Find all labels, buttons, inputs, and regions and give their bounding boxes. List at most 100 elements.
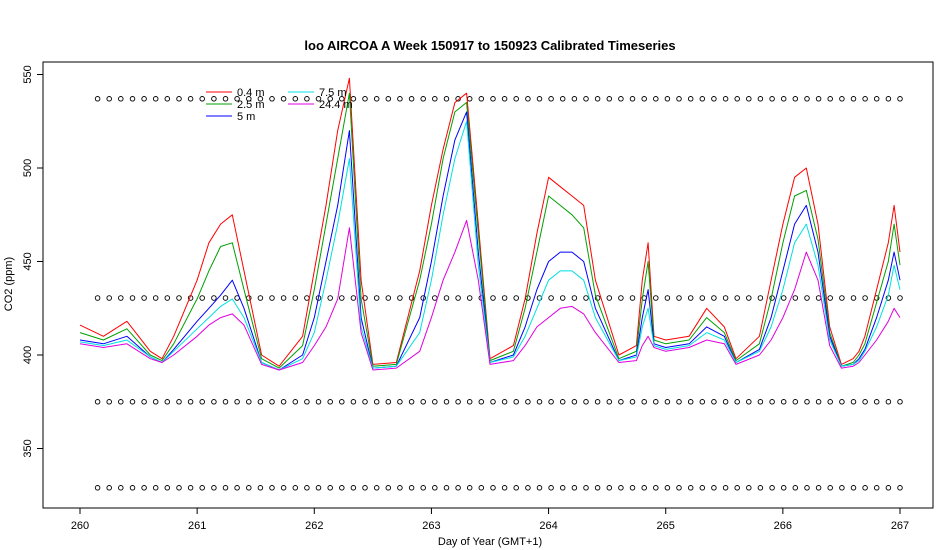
marker-point — [559, 295, 566, 301]
marker-point — [525, 399, 531, 405]
marker-point — [432, 485, 438, 491]
x-tick-label: 264 — [539, 520, 557, 532]
marker-point — [571, 399, 578, 405]
marker-point — [618, 295, 624, 301]
legend-label: 2.5 m — [237, 99, 265, 111]
marker-point — [850, 399, 857, 405]
marker-point — [548, 485, 554, 491]
series-line-5-m — [79, 111, 901, 371]
marker-point — [269, 399, 275, 405]
marker-point — [141, 485, 147, 491]
marker-point — [94, 96, 101, 102]
marker-point — [606, 96, 613, 102]
marker-point — [397, 485, 403, 491]
marker-point — [199, 96, 205, 102]
marker-point — [862, 485, 868, 491]
marker-point — [164, 295, 171, 301]
marker-point — [827, 96, 833, 102]
marker-point — [339, 96, 345, 102]
marker-point — [862, 399, 868, 405]
marker-point — [757, 399, 764, 405]
marker-point — [490, 96, 496, 102]
marker-point — [280, 96, 287, 102]
legend: 0.4 m2.5 m5 m 7.5 m24.4 m — [206, 87, 353, 123]
marker-point — [478, 399, 485, 405]
marker-point — [373, 399, 380, 405]
series-line-24-4-m — [79, 219, 901, 371]
marker-point — [152, 96, 159, 102]
marker-point — [641, 96, 647, 102]
marker-point — [466, 295, 473, 301]
marker-point — [885, 485, 892, 491]
marker-point — [792, 485, 799, 491]
marker-point — [513, 399, 519, 405]
marker-point — [408, 399, 415, 405]
marker-point — [176, 96, 182, 102]
series-line-0-4-m — [79, 77, 901, 367]
marker-point — [94, 295, 101, 301]
marker-point — [118, 485, 124, 491]
marker-point — [199, 295, 205, 301]
x-axis: 260 261 262 263 264 265 266 267 — [71, 507, 909, 532]
marker-point — [315, 485, 322, 491]
marker-point — [304, 96, 310, 102]
marker-point — [129, 96, 136, 102]
marker-point — [269, 295, 275, 301]
marker-point — [350, 295, 357, 301]
marker-point — [164, 485, 171, 491]
marker-point — [455, 399, 461, 405]
marker-point — [362, 485, 368, 491]
marker-point — [536, 96, 543, 102]
marker-point — [583, 399, 589, 405]
marker-point — [559, 399, 566, 405]
marker-point — [420, 399, 426, 405]
x-tick-label: 261 — [188, 520, 206, 532]
marker-point — [722, 96, 729, 102]
marker-point — [525, 485, 531, 491]
marker-point — [804, 96, 810, 102]
marker-point — [815, 485, 822, 491]
marker-point — [653, 485, 659, 491]
marker-point — [653, 399, 659, 405]
marker-point — [222, 485, 229, 491]
marker-point — [734, 295, 740, 301]
marker-point — [466, 485, 473, 491]
marker-point — [292, 295, 299, 301]
marker-point — [757, 295, 764, 301]
marker-point — [176, 399, 182, 405]
marker-point — [641, 485, 647, 491]
legend-label: 5 m — [237, 111, 255, 123]
marker-point — [548, 96, 554, 102]
marker-point — [536, 295, 543, 301]
marker-point — [106, 295, 112, 301]
marker-point — [385, 96, 392, 102]
marker-point — [850, 485, 857, 491]
marker-point — [397, 295, 403, 301]
marker-point — [780, 399, 787, 405]
marker-point — [222, 295, 229, 301]
marker-point — [687, 295, 694, 301]
marker-point — [373, 485, 380, 491]
marker-point — [408, 96, 415, 102]
marker-point — [559, 96, 566, 102]
marker-point — [850, 295, 857, 301]
marker-point — [292, 96, 299, 102]
marker-point — [827, 295, 833, 301]
marker-point — [420, 485, 426, 491]
marker-point — [257, 295, 264, 301]
marker-point — [222, 96, 229, 102]
marker-point — [501, 399, 508, 405]
marker-point — [653, 96, 659, 102]
marker-point — [152, 485, 159, 491]
marker-point — [722, 295, 729, 301]
marker-point — [897, 96, 903, 102]
marker-point — [385, 399, 392, 405]
legend-label: 7.5 m — [319, 87, 347, 99]
marker-point — [257, 485, 264, 491]
marker-point — [618, 399, 624, 405]
marker-point — [106, 399, 112, 405]
marker-point — [664, 485, 671, 491]
marker-point — [118, 399, 124, 405]
marker-point — [676, 399, 682, 405]
marker-point — [699, 295, 706, 301]
